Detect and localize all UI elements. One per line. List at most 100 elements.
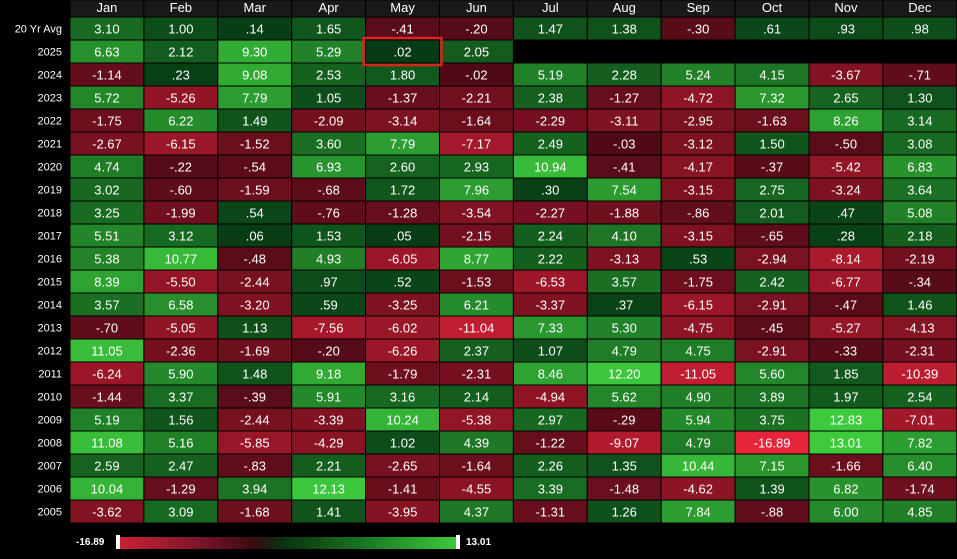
cell-value-label: 3.57 [94,298,119,313]
cell-value-label: -8.14 [831,252,861,267]
cell-value-label: 1.46 [907,298,932,313]
cell-value-label: 7.54 [612,183,637,198]
cell-value-label: 10.94 [534,160,567,175]
cell-value-label: 8.46 [538,367,563,382]
cell-value-label: .93 [837,22,855,37]
cell-value-label: 1.41 [316,505,341,520]
cell-value-label: -.39 [244,390,266,405]
cell-value-label: 1.30 [907,91,932,106]
cell-value-label: 2.54 [907,390,932,405]
cell-value-label: 5.72 [94,91,119,106]
cell-value-label: 3.94 [242,482,267,497]
cell-value-label: 5.29 [316,45,341,60]
cell-value-label: 7.84 [685,505,710,520]
cell-value-label: -.83 [244,459,266,474]
cell-value-label: 13.01 [830,436,863,451]
cell-value-label: 4.75 [685,344,710,359]
cell-value-label: -1.74 [905,482,935,497]
cell-value-label: -.20 [465,22,487,37]
cell-value-label: 2.21 [316,459,341,474]
cell-value-label: -3.11 [610,114,639,129]
cell-value-label: 3.16 [390,390,415,405]
cell-value-label: 6.83 [907,160,932,175]
cell-value-label: 7.79 [242,91,267,106]
row-label-2005: 2005 [38,507,62,519]
cell-value-label: -7.01 [905,413,935,428]
cell-value-label: -2.67 [92,137,122,152]
column-header-sep: Sep [687,0,710,15]
cell-value-label: 7.79 [390,137,415,152]
cell-value-label: 1.97 [833,390,858,405]
cell-value-label: 10.04 [91,482,124,497]
cell-value-label: -4.55 [462,482,492,497]
cell-value-label: -3.95 [388,505,418,520]
cell-value-label: 11.05 [91,344,123,359]
cell-value-label: 1.72 [390,183,415,198]
cell-value-label: 2.22 [538,252,563,267]
cell-value-label: -11.05 [680,367,716,382]
cell-value-label: 5.30 [612,321,637,336]
cell-value-label: -1.44 [92,390,122,405]
cell-value-label: 2.18 [907,229,932,244]
cell-value-label: .02 [394,45,412,60]
row-label-2017: 2017 [38,231,62,243]
color-scale-right-handle[interactable] [456,535,460,549]
cell-value-label: 1.50 [759,137,784,152]
cell-value-label: 7.96 [464,183,489,198]
column-header-aug: Aug [613,0,636,15]
cell-value-label: 3.10 [94,22,119,37]
cell-value-label: 5.91 [316,390,341,405]
cell-value-label: 5.51 [94,229,119,244]
cell-value-label: -2.91 [757,298,787,313]
cell-value-label: -3.37 [536,298,566,313]
cell-value-label: 9.30 [242,45,267,60]
cell-value-label: 12.13 [312,482,345,497]
row-label-2023: 2023 [38,93,62,105]
cell-value-label: .30 [541,183,559,198]
cell-value-label: -2.91 [757,344,787,359]
cell-value-label: 4.10 [612,229,637,244]
cell-value-label: 2.42 [759,275,784,290]
cell-value-label: -.50 [835,137,857,152]
cell-value-label: 9.08 [242,68,267,83]
cell-value-label: -1.79 [388,367,418,382]
cell-value-label: -.41 [613,160,635,175]
cell-value-label: -7.17 [462,137,492,152]
cell-value-label: 1.07 [538,344,563,359]
row-label-2020: 2020 [38,162,62,174]
cell-value-label: 2.38 [538,91,563,106]
cell-value-label: 6.93 [316,160,341,175]
cell-value-label: -4.62 [683,482,713,497]
cell-value-label: 10.77 [165,252,198,267]
cell-value-label: 1.35 [612,459,637,474]
cell-value-label: 2.24 [538,229,563,244]
cell-value-label: 3.08 [907,137,932,152]
cell-value-label: -1.53 [462,275,492,290]
row-label-2006: 2006 [38,484,62,496]
cell-value-label: 3.09 [168,505,193,520]
cell-value-label: .97 [320,275,338,290]
color-scale-left-handle[interactable] [116,535,120,549]
cell-value-label: -.71 [909,68,931,83]
row-label-2008: 2008 [38,438,62,450]
cell-value-label: -6.26 [388,344,418,359]
column-header-jan: Jan [96,0,117,15]
column-header-apr: Apr [319,0,340,15]
cell-value-label: 2.75 [759,183,784,198]
cell-value-label: 3.89 [759,390,784,405]
cell-value-label: .53 [689,252,707,267]
cell-value-label: 1.39 [759,482,784,497]
cell-value-label: 5.94 [685,413,710,428]
cell-value-label: -2.15 [462,229,492,244]
cell-value-label: -11.04 [458,321,494,336]
cell-value-label: -.03 [613,137,635,152]
color-scale-min-label: -16.89 [76,537,105,548]
cell-value-label: -.20 [317,344,339,359]
row-label-2016: 2016 [38,254,62,266]
cell-value-label: 3.12 [168,229,193,244]
cell-value-label: 4.37 [464,505,489,520]
cell-value-label: 7.33 [538,321,563,336]
cell-value-label: 1.85 [833,367,858,382]
cell-value-label: -1.66 [831,459,861,474]
cell-value-label: 3.39 [538,482,563,497]
